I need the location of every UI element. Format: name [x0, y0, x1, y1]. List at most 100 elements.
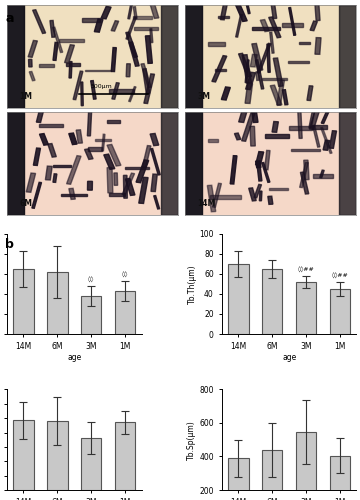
- Bar: [250, 126, 255, 146]
- Bar: [87, 182, 93, 190]
- Bar: [298, 110, 302, 138]
- Bar: [145, 36, 152, 64]
- Bar: [111, 20, 119, 31]
- Bar: [208, 42, 225, 46]
- Bar: [134, 26, 158, 30]
- Bar: [252, 28, 280, 30]
- Bar: [212, 56, 227, 82]
- Bar: [29, 72, 35, 80]
- Bar: [136, 160, 149, 182]
- Bar: [268, 196, 273, 204]
- Bar: [315, 38, 321, 54]
- Bar: [210, 195, 241, 199]
- Bar: [50, 20, 55, 37]
- Bar: [112, 82, 119, 99]
- Bar: [81, 82, 83, 106]
- Bar: [61, 194, 87, 196]
- Bar: [256, 72, 259, 80]
- X-axis label: age: age: [282, 353, 296, 362]
- Bar: [260, 20, 269, 32]
- Bar: [129, 86, 136, 102]
- Bar: [256, 152, 264, 165]
- Bar: [151, 174, 157, 192]
- Bar: [150, 29, 153, 42]
- Bar: [221, 87, 230, 100]
- Bar: [300, 42, 310, 44]
- Bar: [104, 154, 115, 170]
- Text: ◊◊##: ◊◊##: [298, 266, 315, 272]
- Bar: [330, 456, 350, 500]
- Bar: [81, 438, 102, 490]
- Bar: [107, 168, 113, 193]
- Bar: [277, 80, 284, 105]
- Bar: [149, 0, 159, 18]
- Bar: [67, 156, 81, 184]
- Bar: [53, 164, 71, 167]
- Text: b: b: [5, 238, 14, 250]
- Bar: [125, 178, 135, 196]
- Bar: [262, 162, 270, 182]
- Bar: [310, 21, 318, 30]
- Bar: [128, 0, 135, 19]
- Bar: [73, 71, 83, 100]
- Bar: [330, 289, 350, 334]
- Bar: [45, 166, 52, 180]
- Bar: [144, 74, 154, 104]
- Bar: [59, 39, 84, 42]
- Bar: [107, 144, 121, 166]
- Bar: [139, 178, 148, 204]
- Bar: [53, 27, 63, 52]
- Bar: [161, 112, 178, 215]
- Bar: [312, 126, 320, 147]
- Bar: [228, 458, 248, 500]
- Bar: [321, 96, 336, 124]
- Bar: [33, 148, 40, 166]
- X-axis label: age: age: [67, 353, 81, 362]
- Bar: [273, 58, 283, 86]
- Bar: [39, 124, 63, 128]
- Bar: [262, 78, 287, 80]
- Text: 6M: 6M: [19, 198, 32, 207]
- Bar: [272, 122, 278, 132]
- Bar: [48, 144, 56, 157]
- Bar: [262, 268, 283, 334]
- Bar: [69, 188, 75, 200]
- Text: ◊◊##: ◊◊##: [332, 272, 348, 279]
- Bar: [66, 62, 81, 66]
- Text: 1M: 1M: [19, 92, 32, 100]
- Bar: [150, 134, 159, 145]
- Bar: [256, 60, 264, 89]
- Bar: [82, 18, 100, 22]
- Bar: [143, 68, 150, 94]
- Bar: [47, 272, 68, 334]
- Bar: [234, 0, 247, 22]
- Bar: [109, 88, 134, 92]
- Bar: [40, 134, 48, 145]
- Bar: [115, 422, 135, 490]
- Bar: [249, 188, 256, 201]
- Bar: [228, 264, 248, 334]
- Bar: [154, 196, 159, 209]
- Bar: [109, 193, 125, 196]
- Bar: [242, 112, 255, 142]
- Bar: [269, 17, 281, 38]
- Bar: [296, 282, 316, 334]
- Bar: [309, 104, 316, 128]
- Bar: [234, 133, 241, 140]
- Bar: [307, 86, 313, 101]
- Bar: [282, 22, 303, 26]
- Bar: [32, 182, 41, 208]
- Bar: [257, 162, 262, 181]
- Text: a: a: [5, 12, 14, 26]
- Bar: [289, 126, 312, 130]
- Bar: [265, 150, 270, 170]
- Bar: [142, 146, 151, 168]
- Bar: [185, 112, 202, 215]
- Bar: [126, 32, 138, 58]
- Bar: [320, 170, 324, 177]
- Bar: [315, 4, 320, 20]
- Bar: [141, 64, 151, 88]
- Bar: [249, 95, 258, 122]
- Bar: [270, 85, 282, 105]
- Bar: [87, 110, 92, 136]
